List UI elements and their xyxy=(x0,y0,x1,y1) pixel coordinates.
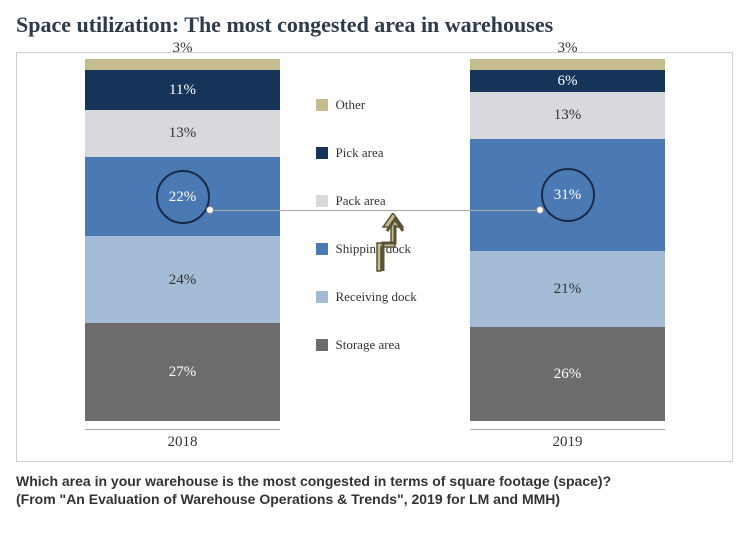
chart-container: 27% 24% 22% 13% 11% 3% 26% 21% 31% 13% 6… xyxy=(16,52,733,462)
legend-label: Receiving dock xyxy=(336,289,417,305)
bar-2018: 27% 24% 22% 13% 11% 3% xyxy=(85,59,280,421)
legend-item-storage: Storage area xyxy=(316,337,434,353)
seg-2019-receiving: 21% xyxy=(470,251,665,327)
plot-area: 27% 24% 22% 13% 11% 3% 26% 21% 31% 13% 6… xyxy=(25,61,724,421)
legend-label: Pack area xyxy=(336,193,386,209)
legend-swatch-other xyxy=(316,99,328,111)
seg-2018-pick: 11% xyxy=(85,70,280,110)
legend-label: Pick area xyxy=(336,145,384,161)
caption: Which area in your warehouse is the most… xyxy=(16,472,733,508)
legend-swatch-receiving xyxy=(316,291,328,303)
legend-swatch-pack xyxy=(316,195,328,207)
legend-item-pick: Pick area xyxy=(316,145,434,161)
bar-2019: 26% 21% 31% 13% 6% 3% xyxy=(470,59,665,421)
seg-2019-storage: 26% xyxy=(470,327,665,421)
seg-2018-storage: 27% xyxy=(85,323,280,421)
seg-2019-shipping: 31% xyxy=(470,139,665,251)
caption-line-2: (From "An Evaluation of Warehouse Operat… xyxy=(16,490,733,508)
connector-dot-left xyxy=(206,206,214,214)
caption-line-1: Which area in your warehouse is the most… xyxy=(16,472,733,490)
seg-2019-pick: 6% xyxy=(470,70,665,92)
seg-2019-other: 3% xyxy=(470,59,665,70)
x-label-2019: 2019 xyxy=(470,429,665,451)
seg-2018-receiving: 24% xyxy=(85,236,280,323)
x-label-2018: 2018 xyxy=(85,429,280,451)
seg-2018-other: 3% xyxy=(85,59,280,70)
legend-item-receiving: Receiving dock xyxy=(316,289,434,305)
legend-label: Storage area xyxy=(336,337,401,353)
seg-2018-shipping: 22% xyxy=(85,157,280,237)
legend-swatch-pick xyxy=(316,147,328,159)
legend-item-other: Other xyxy=(316,97,434,113)
seg-2019-pack: 13% xyxy=(470,92,665,139)
legend-label: Other xyxy=(336,97,366,113)
legend-swatch-shipping xyxy=(316,243,328,255)
legend-swatch-storage xyxy=(316,339,328,351)
page-title: Space utilization: The most congested ar… xyxy=(16,12,733,38)
seg-2018-pack: 13% xyxy=(85,110,280,157)
x-axis: 2018 2019 xyxy=(25,429,724,453)
legend-item-pack: Pack area xyxy=(316,193,434,209)
connector-dot-right xyxy=(536,206,544,214)
trend-up-arrow-icon xyxy=(373,213,409,273)
